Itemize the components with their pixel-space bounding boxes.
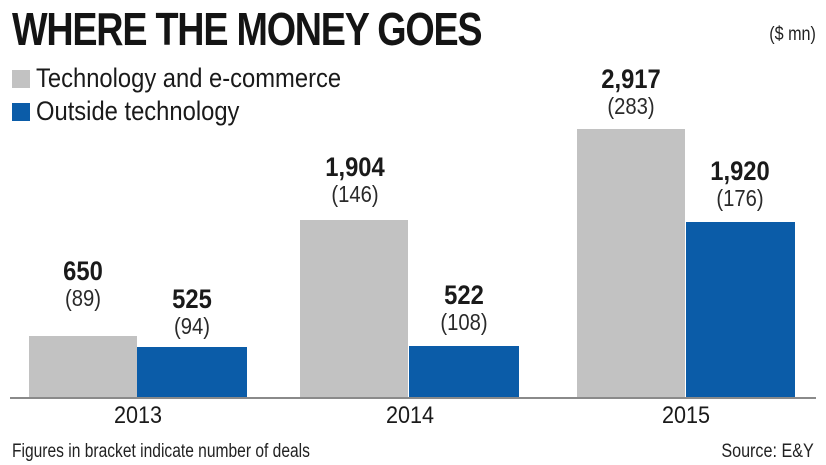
legend: Technology and e-commerce Outside techno… bbox=[12, 62, 383, 128]
x-tick-2015: 2015 bbox=[661, 402, 711, 429]
chart-title: WHERE THE MONEY GOES bbox=[12, 3, 483, 55]
bar-2013-tech bbox=[29, 336, 137, 397]
value-label-2014-tech: 1,904 (146) bbox=[325, 152, 385, 207]
bar-2015-tech bbox=[577, 129, 685, 397]
bar-2015-outside bbox=[686, 222, 795, 397]
unit-label: ($ mn) bbox=[769, 24, 816, 45]
legend-item-tech: Technology and e-commerce bbox=[12, 62, 383, 95]
legend-label: Technology and e-commerce bbox=[36, 63, 342, 93]
bar-2013-outside bbox=[137, 347, 247, 397]
source-credit: Source: E&Y bbox=[721, 441, 814, 462]
bar-2014-tech bbox=[300, 220, 408, 397]
value-label-2015-outside: 1,920 (176) bbox=[710, 156, 770, 211]
legend-swatch-outside bbox=[12, 102, 30, 121]
x-tick-2013: 2013 bbox=[113, 402, 163, 429]
x-tick-2014: 2014 bbox=[385, 402, 435, 429]
bar-2014-outside bbox=[409, 346, 519, 397]
value-label-2015-tech: 2,917 (283) bbox=[601, 64, 661, 119]
legend-label: Outside technology bbox=[36, 96, 240, 126]
value-label-2014-outside: 522 (108) bbox=[440, 280, 488, 335]
legend-item-outside: Outside technology bbox=[12, 95, 383, 128]
value-label-2013-tech: 650 (89) bbox=[63, 256, 103, 311]
value-label-2013-outside: 525 (94) bbox=[172, 284, 212, 339]
footnote: Figures in bracket indicate number of de… bbox=[12, 441, 310, 462]
legend-swatch-tech bbox=[12, 69, 30, 88]
x-axis-line bbox=[10, 397, 816, 399]
